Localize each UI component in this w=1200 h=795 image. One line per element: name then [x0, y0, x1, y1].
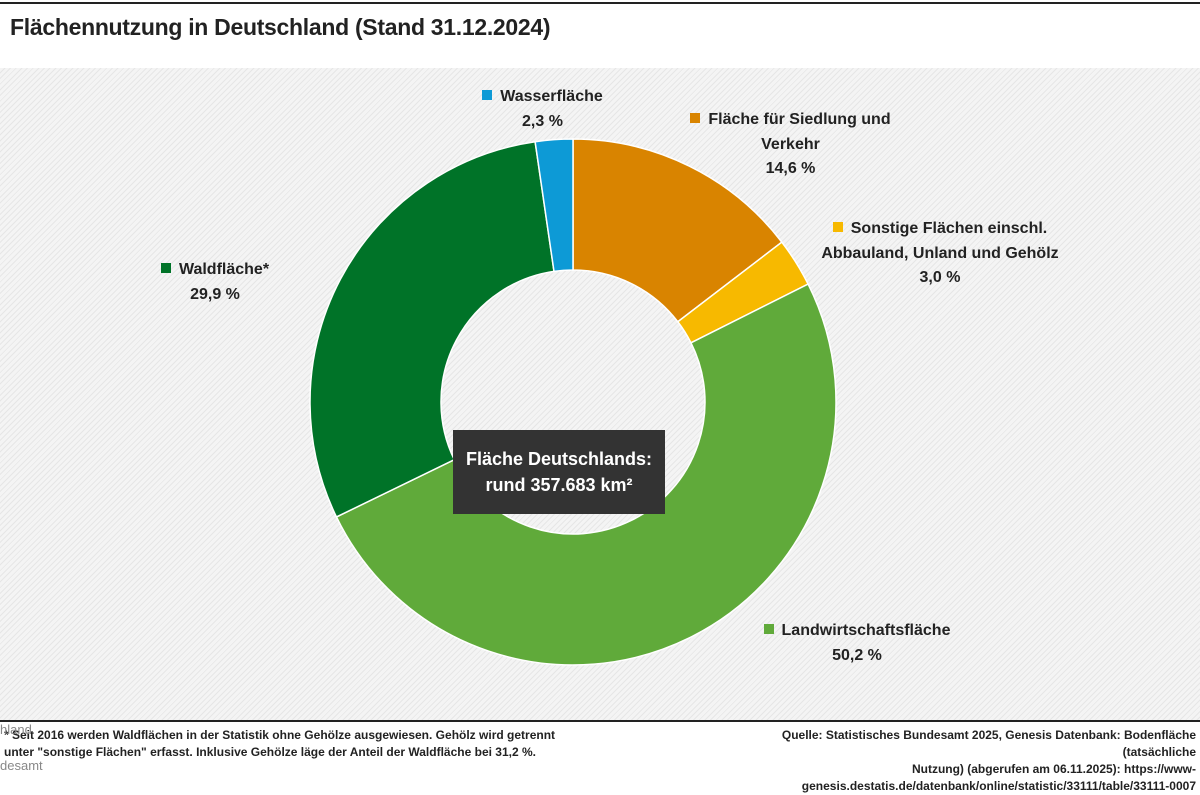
label-name-wrap: Sonstige Flächen einschl. Abbauland, Unl…	[815, 217, 1065, 266]
chart	[309, 138, 837, 666]
category-label: Fläche für Siedlung und Verkehr	[708, 111, 891, 153]
rule	[0, 720, 1200, 722]
donut-segment	[572, 138, 783, 323]
footnote-line: unter "sonstige Flächen" erfasst. Inklus…	[4, 745, 536, 759]
donut-segment	[309, 140, 555, 518]
legend-marker	[482, 90, 493, 100]
label-name-wrap: Landwirtschaftsfläche	[737, 619, 977, 644]
label-name-wrap: Waldfläche*	[130, 258, 300, 283]
data-label: Landwirtschaftsfläche 50,2 %	[737, 619, 977, 668]
donut-segment	[335, 283, 837, 666]
annotation-line: rund 357.683 km²	[485, 475, 633, 495]
legend-marker	[763, 624, 774, 634]
category-label: Wasserfläche	[500, 88, 603, 105]
source-line: Nutzung) (abgerufen am 06.11.2025): http…	[911, 762, 1196, 776]
source-line: genesis.destatis.de/datenbank/online/sta…	[801, 779, 1196, 793]
annotation-line: Fläche Deutschlands:	[465, 449, 653, 469]
donut-segment	[534, 138, 574, 273]
source-line: Quelle: Statistisches Bundesamt 2025, Ge…	[781, 728, 1196, 759]
source: Quelle: Statistisches Bundesamt 2025, Ge…	[716, 727, 1196, 795]
label-name-wrap: Fläche für Siedlung und Verkehr	[668, 108, 913, 157]
legend-marker	[832, 222, 843, 232]
data-label: Fläche für Siedlung und Verkehr 14,6 %	[668, 108, 913, 182]
data-label: Waldfläche* 29,9 %	[130, 258, 300, 307]
label-name-wrap: Wasserfläche	[460, 85, 625, 110]
category-label: Waldfläche*	[178, 261, 270, 278]
footnote-line: * Seit 2016 werden Waldflächen in der St…	[4, 728, 556, 742]
value-label: 14,6 %	[765, 160, 816, 177]
category-label: Sonstige Flächen einschl. Abbauland, Unl…	[821, 220, 1059, 262]
overlay-text: desamt	[0, 758, 43, 773]
chart-title: Flächennutzung in Deutschland (Stand 31.…	[10, 14, 551, 40]
value-label: 2,3 %	[522, 112, 563, 130]
data-label: Wasserfläche 2,3 %	[460, 85, 625, 134]
value-label: 50,2 %	[832, 646, 882, 664]
rule	[0, 2, 1200, 4]
category-label: Landwirtschaftsfläche	[781, 622, 951, 639]
annotation: Fläche Deutschlands: rund 357.683 km²	[453, 430, 665, 514]
value-label: 3,0 %	[919, 269, 961, 286]
legend-marker	[160, 263, 171, 273]
value-label: 29,9 %	[190, 285, 240, 303]
legend-marker	[690, 113, 701, 123]
footnote: * Seit 2016 werden Waldflächen in der St…	[4, 727, 564, 761]
overlay-text: hland	[0, 722, 32, 737]
plot-area: Fläche Deutschlands: rund 357.683 km² Fl…	[0, 68, 1200, 720]
data-label: Sonstige Flächen einschl. Abbauland, Unl…	[815, 217, 1065, 291]
